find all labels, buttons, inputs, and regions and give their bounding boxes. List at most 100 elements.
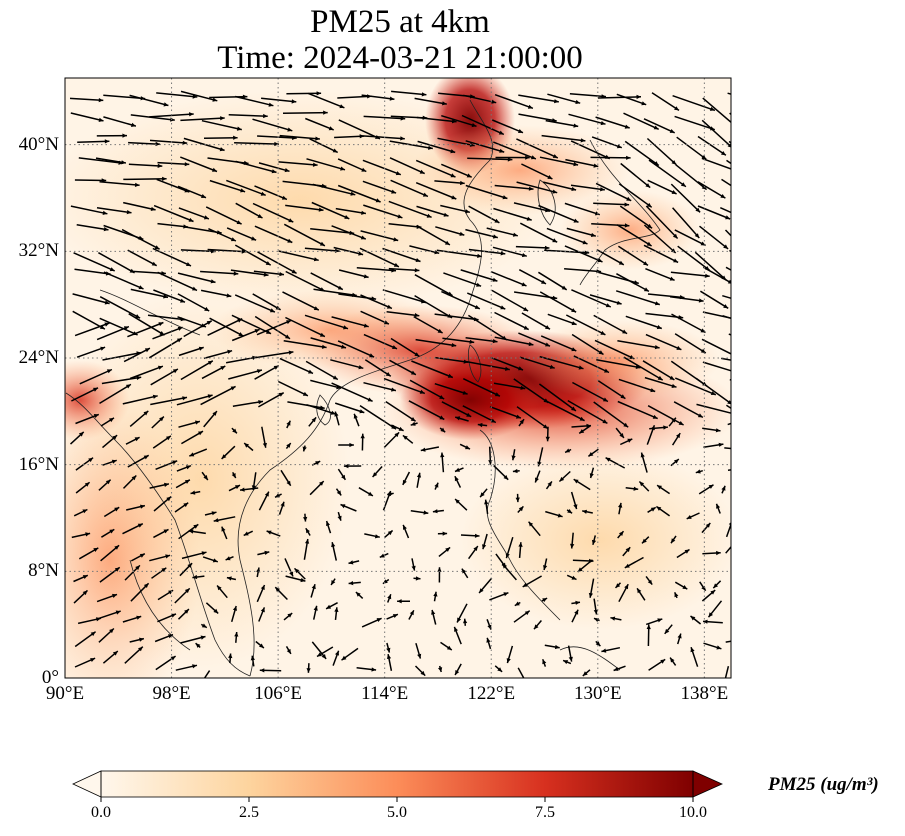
wind-arrow-head	[392, 345, 397, 349]
wind-arrow-shaft	[466, 360, 510, 371]
wind-arrow-shaft	[149, 139, 188, 144]
wind-arrow-shaft	[389, 359, 417, 376]
wind-arrow-head	[673, 258, 679, 263]
wind-arrow-shaft	[71, 387, 99, 402]
wind-arrow-shaft	[468, 205, 500, 224]
wind-arrow-shaft	[518, 94, 559, 103]
wind-arrow-head	[111, 459, 117, 464]
wind-arrow-head	[280, 501, 285, 507]
wind-arrow-shaft	[414, 294, 453, 319]
wind-arrow-head	[213, 518, 219, 523]
wind-arrow-head	[549, 364, 555, 369]
wind-arrow-head	[454, 626, 458, 632]
wind-arrow-shaft	[389, 140, 433, 150]
wind-arrow-head	[747, 195, 752, 199]
wind-arrow-head	[414, 352, 420, 357]
wind-arrow-head	[286, 648, 291, 654]
wind-arrow-head	[695, 469, 701, 474]
wind-arrow-shaft	[128, 313, 165, 336]
wind-arrow-head	[451, 343, 457, 348]
wind-arrow-shaft	[261, 97, 297, 103]
wind-arrow-head	[291, 269, 297, 274]
wind-arrow-head	[217, 585, 222, 591]
wind-arrow-head	[343, 325, 348, 330]
wind-arrow-head	[462, 390, 468, 395]
wind-arrow-head	[103, 227, 109, 232]
wind-arrow-head	[104, 300, 110, 305]
wind-arrow-shaft	[72, 293, 110, 305]
wind-arrow-head	[439, 395, 445, 399]
wind-arrow-shaft	[617, 400, 658, 420]
wind-arrow-head	[112, 651, 118, 656]
wind-arrow-shaft	[674, 333, 707, 354]
wind-arrow-head	[402, 479, 407, 485]
wind-arrow-shaft	[258, 392, 285, 408]
wind-arrow-shaft	[437, 137, 475, 147]
wind-arrow-shaft	[493, 382, 526, 390]
wind-arrow-shaft	[564, 202, 601, 216]
wind-arrow-shaft	[390, 179, 429, 198]
wind-arrow-head	[318, 207, 324, 212]
wind-arrow-shaft	[305, 360, 339, 381]
wind-arrow-head	[170, 117, 175, 122]
wind-arrow-head	[263, 113, 268, 119]
wind-arrow-head	[154, 245, 160, 250]
wind-arrow-head	[114, 567, 120, 572]
wind-arrow-shaft	[434, 382, 468, 395]
wind-arrow-head	[669, 375, 675, 380]
wind-arrow-head	[313, 306, 319, 311]
wind-arrow-head	[602, 397, 608, 402]
wind-arrow-shaft	[465, 228, 498, 239]
wind-arrow-head	[98, 98, 104, 103]
wind-arrow-shaft	[442, 337, 475, 344]
map-title-line1: PM25 at 4km	[310, 4, 490, 40]
wind-arrow-head	[573, 123, 579, 128]
wind-arrow-shaft	[312, 183, 356, 196]
wind-arrow-head	[439, 415, 445, 420]
wind-arrow-head	[598, 350, 604, 355]
wind-arrow-head	[579, 429, 585, 434]
wind-arrow-shaft	[309, 138, 339, 154]
wind-arrow-head	[212, 411, 217, 416]
wind-arrow-shaft	[183, 137, 225, 152]
wind-arrow-shaft	[390, 337, 420, 358]
wind-arrow-head	[761, 305, 766, 309]
wind-arrow-head	[451, 119, 457, 124]
wind-arrow-head	[605, 457, 611, 462]
wind-arrow-head	[680, 182, 686, 187]
wind-arrow-shaft	[285, 204, 324, 211]
wind-arrow-head	[528, 341, 534, 347]
wind-arrow-shaft	[200, 289, 232, 298]
wind-arrow-head	[741, 418, 746, 422]
wind-arrow-head	[397, 214, 403, 219]
wind-arrow-head	[121, 160, 126, 165]
wind-arrow-head	[302, 391, 308, 396]
wind-arrow-shaft	[205, 206, 242, 225]
wind-arrow-head	[343, 463, 349, 469]
colorbar-tick-label: 5.0	[387, 804, 407, 821]
wind-arrow-head	[600, 330, 606, 335]
wind-arrow-head	[288, 350, 294, 355]
wind-arrow-shaft	[467, 157, 513, 161]
wind-arrow-shaft	[725, 545, 731, 554]
wind-arrow-head	[547, 175, 553, 179]
wind-arrow-head	[491, 99, 497, 104]
wind-arrow-shaft	[285, 316, 326, 338]
wind-arrow-head	[571, 186, 577, 191]
wind-arrow-head	[259, 643, 264, 648]
wind-arrow-shaft	[228, 114, 268, 117]
wind-arrow-head	[237, 318, 243, 323]
wind-arrow-head	[624, 202, 630, 207]
wind-arrow-shaft	[99, 296, 141, 319]
wind-arrow-head	[315, 461, 321, 466]
wind-arrow-head	[168, 634, 173, 639]
wind-arrow-shaft	[363, 204, 403, 219]
wind-arrow-head	[415, 576, 421, 581]
wind-arrow-head	[740, 318, 745, 322]
wind-arrow-head	[161, 567, 167, 573]
wind-arrow-head	[663, 425, 668, 430]
wind-arrow-head	[321, 344, 327, 349]
wind-arrow-shaft	[594, 339, 635, 360]
wind-arrow-shaft	[127, 249, 158, 267]
